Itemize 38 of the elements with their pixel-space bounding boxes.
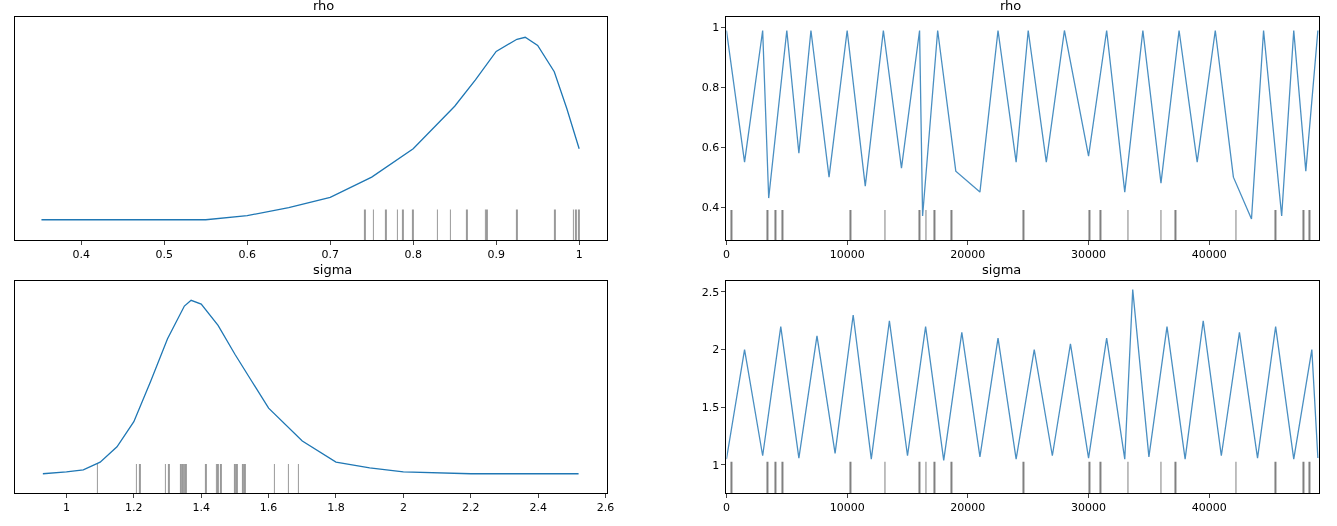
x-tick-label: 1 bbox=[575, 248, 583, 262]
x-tick-label: 0.7 bbox=[321, 248, 339, 262]
x-tick-label: 0.4 bbox=[72, 248, 91, 262]
chart-title: rho bbox=[313, 0, 335, 13]
x-tick-label: 2.6 bbox=[596, 501, 615, 515]
x-tick-label: 10000 bbox=[829, 501, 865, 515]
y-tick-label: 0.8 bbox=[701, 81, 720, 95]
x-tick-label: 0.6 bbox=[238, 248, 256, 262]
y-tick-label: 2.5 bbox=[701, 285, 720, 299]
x-tick-label: 40000 bbox=[1191, 501, 1227, 515]
x-tick-label: 0 bbox=[722, 248, 730, 262]
x-tick-label: 2.2 bbox=[462, 501, 480, 515]
y-tick-label: 1 bbox=[712, 21, 720, 35]
x-tick-label: 0 bbox=[722, 501, 730, 515]
x-tick-label: 30000 bbox=[1071, 501, 1107, 515]
x-tick-label: 30000 bbox=[1071, 248, 1107, 262]
x-tick-label: 1.4 bbox=[192, 501, 210, 515]
y-tick-label: 1 bbox=[712, 458, 720, 472]
x-tick-label: 20000 bbox=[950, 501, 986, 515]
x-tick-label: 20000 bbox=[950, 248, 986, 262]
chart-title: rho bbox=[1000, 0, 1022, 13]
x-tick-label: 0.8 bbox=[404, 248, 422, 262]
x-tick-label: 40000 bbox=[1191, 248, 1227, 262]
chart-title: sigma bbox=[313, 262, 353, 277]
x-tick-label: 0.5 bbox=[155, 248, 174, 262]
chart-title: sigma bbox=[982, 262, 1022, 277]
x-tick-label: 2 bbox=[399, 501, 407, 515]
x-tick-label: 0.9 bbox=[487, 248, 505, 262]
y-tick-label: 2 bbox=[712, 343, 720, 357]
x-tick-label: 2.4 bbox=[529, 501, 547, 515]
x-tick-label: 1 bbox=[62, 501, 70, 515]
x-tick-label: 1.2 bbox=[125, 501, 143, 515]
y-tick-label: 1.5 bbox=[701, 401, 720, 415]
x-tick-label: 10000 bbox=[829, 248, 865, 262]
x-tick-label: 1.8 bbox=[327, 501, 345, 515]
x-tick-label: 1.6 bbox=[259, 501, 278, 515]
y-tick-label: 0.4 bbox=[701, 200, 720, 214]
y-tick-label: 0.6 bbox=[701, 141, 720, 155]
